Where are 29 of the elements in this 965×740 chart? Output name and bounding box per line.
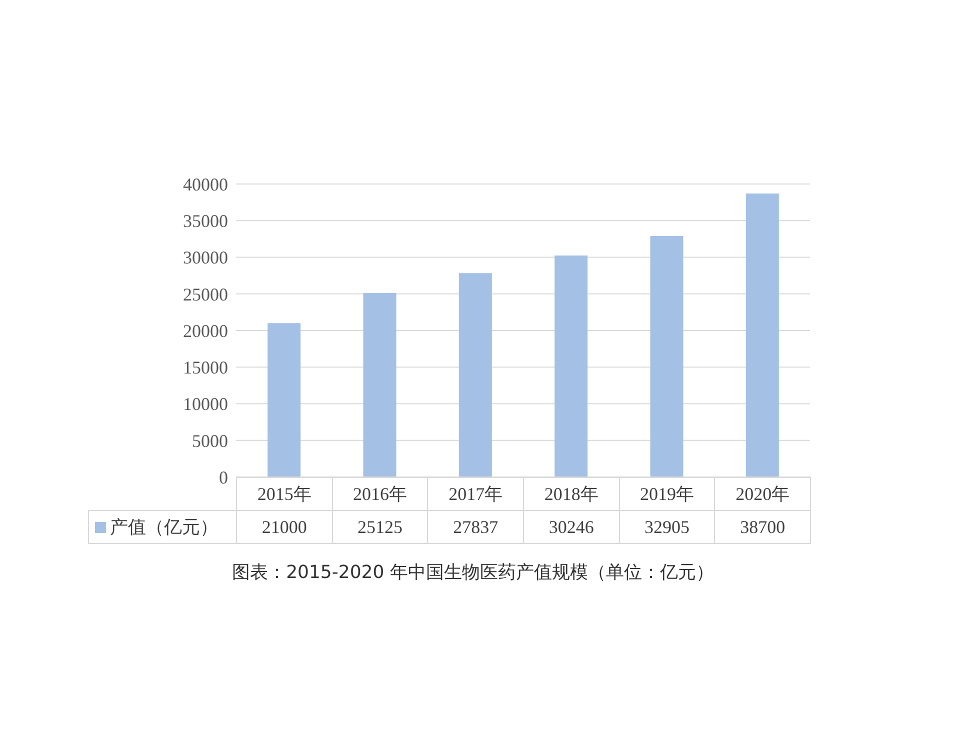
bar bbox=[746, 194, 779, 477]
y-tick-label: 30000 bbox=[183, 248, 228, 268]
bar bbox=[554, 255, 588, 477]
x-tick-label: 2018年 bbox=[523, 477, 620, 511]
y-tick-label: 5000 bbox=[192, 430, 228, 451]
y-tick-label: 10000 bbox=[183, 394, 228, 414]
bar bbox=[458, 273, 492, 477]
text: 图表：2015-2020 年中国生物医药产值规模（单位：亿元） bbox=[231, 561, 715, 584]
y-tick-label: 35000 bbox=[183, 211, 228, 232]
x-tick-label: 2017年 bbox=[427, 477, 524, 511]
data-label: 32905 bbox=[618, 510, 716, 544]
y-tick-label: 20000 bbox=[183, 320, 228, 341]
legend-label: 产值（亿元） bbox=[110, 516, 218, 539]
x-tick-label: 2020年 bbox=[714, 477, 811, 511]
y-tick-label: 0 bbox=[219, 467, 228, 488]
data-label: 38700 bbox=[714, 510, 811, 544]
x-tick-label: 2015年 bbox=[236, 477, 333, 511]
x-tick-label: 2019年 bbox=[618, 477, 716, 511]
data-label: 30246 bbox=[523, 510, 620, 544]
x-tick-label: 2016年 bbox=[332, 477, 428, 511]
y-tick-label: 25000 bbox=[183, 284, 228, 304]
bar bbox=[650, 236, 684, 477]
data-label: 25125 bbox=[332, 510, 428, 544]
bar bbox=[268, 323, 301, 477]
data-label: 27837 bbox=[427, 510, 524, 544]
data-label: 21000 bbox=[236, 510, 333, 544]
y-tick-label: 40000 bbox=[183, 174, 228, 194]
bar bbox=[363, 292, 396, 477]
y-tick-label: 15000 bbox=[183, 358, 228, 378]
